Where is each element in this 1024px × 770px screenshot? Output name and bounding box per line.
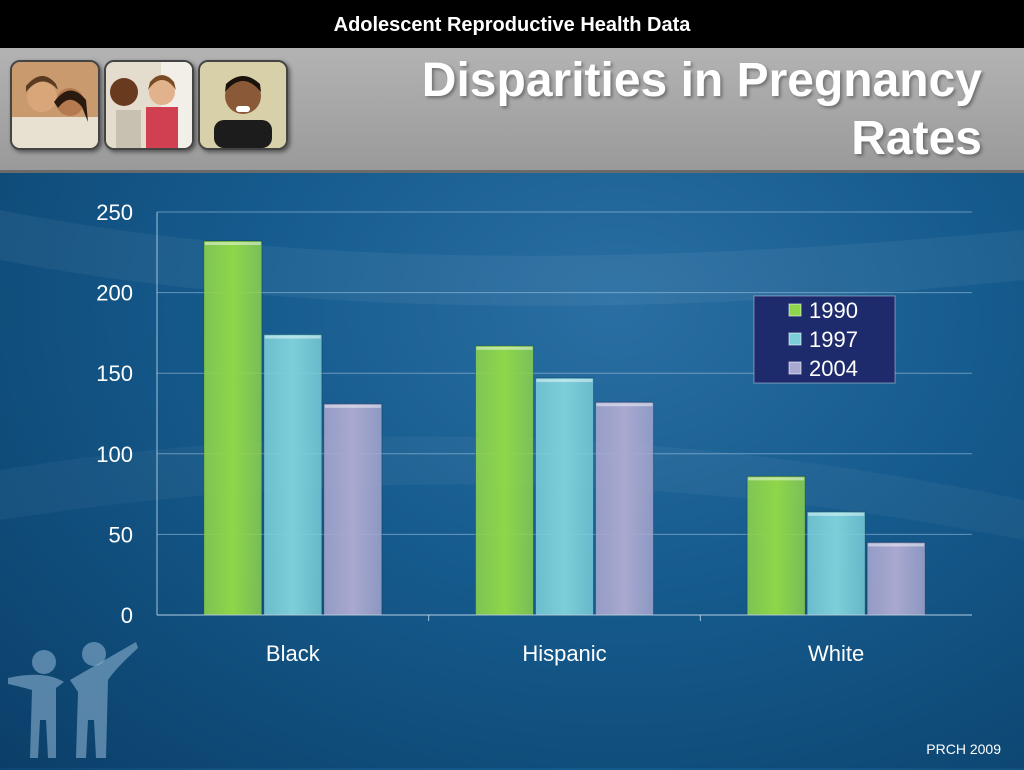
bar-highlight [596,403,653,407]
x-category-label: Hispanic [522,641,606,666]
top-bar: Adolescent Reproductive Health Data [0,0,1024,48]
bar-highlight [536,379,593,383]
slide-title: Disparities in Pregnancy Rates [421,54,982,165]
bar-white-1990 [746,475,806,616]
bar-black-1990 [203,240,263,616]
teens-photo [104,60,194,150]
legend-label: 2004 [809,356,858,381]
teen-boy-photo [198,60,288,150]
bar-highlight [808,512,865,516]
x-category-label: Black [266,641,321,666]
y-tick-label: 50 [109,522,133,547]
family-logo-icon [4,640,144,770]
bar-hispanic-1990 [475,345,534,616]
top-bar-title: Adolescent Reproductive Health Data [333,14,691,36]
footer-credit: PRCH 2009 [926,741,1001,757]
y-tick-label: 200 [96,281,133,306]
bar-highlight [868,543,925,547]
x-category-label: White [808,641,864,666]
y-tick-label: 100 [96,442,133,467]
header-band: Disparities in Pregnancy Rates [0,48,1024,173]
bar-white-2004 [866,541,926,616]
legend-box [753,295,896,384]
bar-black-1997 [263,334,323,616]
bar-highlight [476,346,533,350]
bar-highlight [748,477,805,481]
bar-white-1997 [806,511,866,616]
bar-hispanic-2004 [595,401,654,616]
y-tick-label: 250 [96,200,133,225]
bar-highlight [204,242,261,246]
legend-label: 1997 [809,327,858,352]
bar-highlight [264,335,321,339]
legend-swatch [788,303,802,317]
chart-legend: 1990 1997 2004 [753,295,896,384]
bar-highlight [324,404,381,408]
bar-black-2004 [323,403,383,616]
y-tick-label: 150 [96,361,133,386]
legend-swatch [788,332,802,346]
bar-hispanic-1997 [535,377,594,616]
teen-couple-photo [10,60,100,150]
y-tick-label: 0 [121,603,133,628]
legend-label: 1990 [809,298,858,323]
legend-swatch [788,361,802,375]
